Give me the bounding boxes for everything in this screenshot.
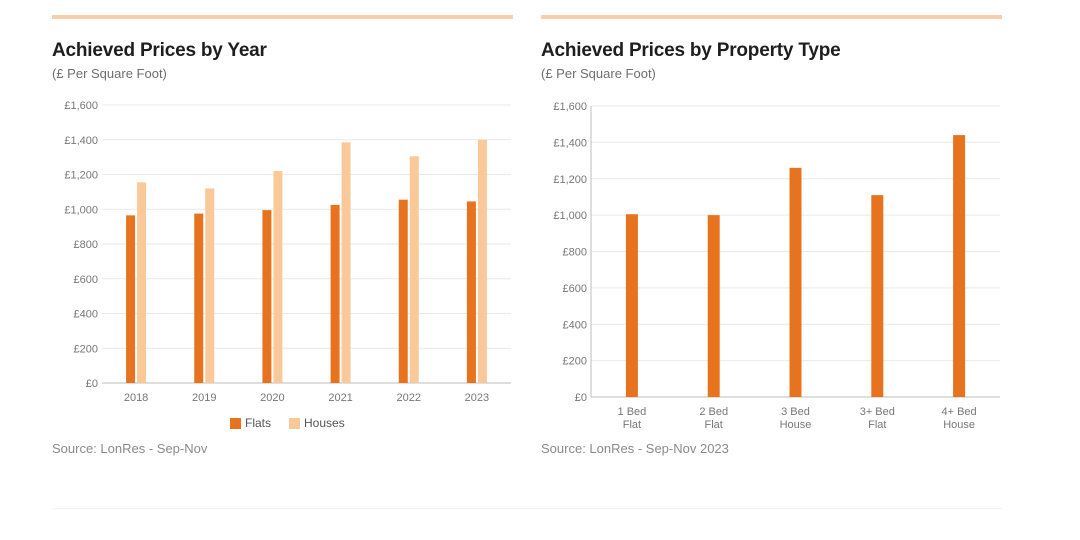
bar-houses-2018: [137, 182, 147, 383]
bar-property-4: [953, 135, 966, 397]
y-tick-label: £1,400: [64, 135, 98, 147]
y-tick-label: £200: [563, 356, 587, 368]
footer-divider: [52, 508, 1002, 509]
legend-label-flats: Flats: [245, 416, 272, 430]
x-tick-label: House: [943, 419, 975, 431]
bar-property-3: [871, 195, 884, 397]
legend-item-houses: Houses: [289, 416, 345, 430]
chart-panel-by-property-type: Achieved Prices by Property Type (£ Per …: [541, 0, 1003, 470]
y-tick-label: £400: [74, 309, 98, 321]
legend-label-houses: Houses: [304, 416, 345, 430]
bar-property-0: [625, 214, 638, 397]
bar-flats-2022: [398, 199, 408, 383]
accent-divider: [52, 15, 513, 19]
x-tick-label: 2023: [465, 392, 489, 404]
x-tick-label: 4+ Bed: [942, 406, 977, 418]
x-tick-label: 3+ Bed: [860, 406, 895, 418]
x-tick-label: Flat: [705, 419, 723, 431]
source-note: Source: LonRes - Sep-Nov 2023: [541, 441, 729, 456]
x-tick-label: 1 Bed: [618, 406, 647, 418]
x-tick-label: Flat: [868, 419, 886, 431]
y-tick-label: £1,600: [553, 101, 587, 113]
bar-property-1: [707, 215, 720, 397]
bar-flats-2023: [466, 201, 476, 383]
x-tick-label: 2 Bed: [699, 406, 728, 418]
bar-chart-by-property-type: £0 £200 £400 £600 £800 £1,000 £1,200 £1,400 £1,6…: [553, 101, 1000, 431]
chart-title: Achieved Prices by Year: [52, 40, 267, 61]
x-tick-label: 3 Bed: [781, 406, 810, 418]
y-tick-label: £0: [86, 378, 98, 390]
y-tick-label: £0: [575, 392, 587, 404]
bar-property-2: [789, 167, 802, 397]
chart-legend: Flats Houses: [230, 416, 355, 430]
bar-flats-2018: [126, 215, 136, 383]
bar-houses-2023: [477, 139, 487, 383]
chart-subtitle: (£ Per Square Foot): [52, 66, 167, 81]
y-tick-label: £600: [74, 274, 98, 286]
y-tick-label: £400: [563, 319, 587, 331]
y-tick-label: £1,600: [64, 100, 98, 112]
bar-flats-2019: [194, 213, 204, 383]
chart-panel-by-year: Achieved Prices by Year (£ Per Square Fo…: [52, 0, 514, 470]
y-tick-label: £1,000: [64, 204, 98, 216]
legend-swatch-houses: [289, 417, 301, 429]
y-tick-label: £1,200: [64, 170, 98, 182]
bar-houses-2019: [205, 188, 215, 383]
chart-title: Achieved Prices by Property Type: [541, 40, 841, 61]
bar-flats-2020: [262, 210, 272, 383]
x-tick-label: 2021: [328, 392, 352, 404]
y-tick-label: £800: [563, 247, 587, 259]
bar-houses-2022: [409, 156, 419, 383]
x-tick-label: 2022: [397, 392, 421, 404]
y-tick-label: £1,400: [553, 137, 587, 149]
x-tick-label: House: [780, 419, 812, 431]
legend-item-flats: Flats: [230, 416, 271, 430]
bar-chart-by-year: £0 £200 £400 £600 £800 £1,000 £1,200 £1,400 £1,6…: [64, 100, 511, 404]
y-tick-label: £600: [563, 283, 587, 295]
y-tick-label: £1,000: [553, 210, 587, 222]
source-note: Source: LonRes - Sep-Nov: [52, 441, 208, 456]
x-tick-label: 2018: [124, 392, 148, 404]
chart-subtitle: (£ Per Square Foot): [541, 66, 656, 81]
y-tick-label: £200: [74, 343, 98, 355]
accent-divider: [541, 15, 1002, 19]
y-tick-label: £1,200: [553, 174, 587, 186]
bar-houses-2020: [273, 171, 283, 383]
x-tick-label: Flat: [623, 419, 641, 431]
legend-swatch-flats: [230, 417, 241, 429]
x-tick-label: 2020: [260, 392, 284, 404]
bar-flats-2021: [330, 204, 340, 383]
y-tick-label: £800: [74, 239, 98, 251]
bar-houses-2021: [341, 142, 351, 383]
x-tick-label: 2019: [192, 392, 216, 404]
